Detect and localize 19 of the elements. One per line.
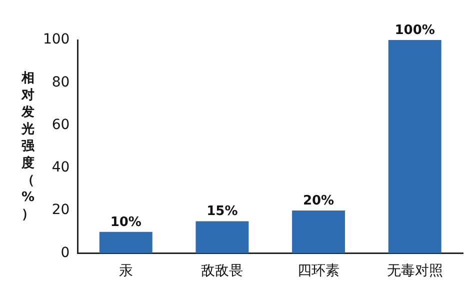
x-tick-label: 无毒对照 xyxy=(386,263,443,280)
data-label: 20% xyxy=(302,193,334,208)
y-tick-label: 40 xyxy=(52,160,70,176)
y-tick-label: 80 xyxy=(52,74,70,90)
data-label: 10% xyxy=(110,214,142,230)
bar xyxy=(196,221,249,254)
bar xyxy=(99,232,152,254)
x-tick-label: 汞 xyxy=(118,263,133,280)
bar xyxy=(292,210,346,254)
data-label: 100% xyxy=(394,22,435,38)
y-tick-label: 20 xyxy=(52,202,70,218)
text: 相对发光强度（%） xyxy=(21,70,35,222)
data-label: 15% xyxy=(206,204,238,220)
x-tick-label: 四环素 xyxy=(298,263,340,280)
bar xyxy=(388,40,442,254)
y-tick-label: 100 xyxy=(42,32,70,48)
y-tick-label: 0 xyxy=(60,244,70,261)
y-tick-label: 60 xyxy=(52,116,70,133)
x-tick-label: 敌敌畏 xyxy=(201,263,244,280)
